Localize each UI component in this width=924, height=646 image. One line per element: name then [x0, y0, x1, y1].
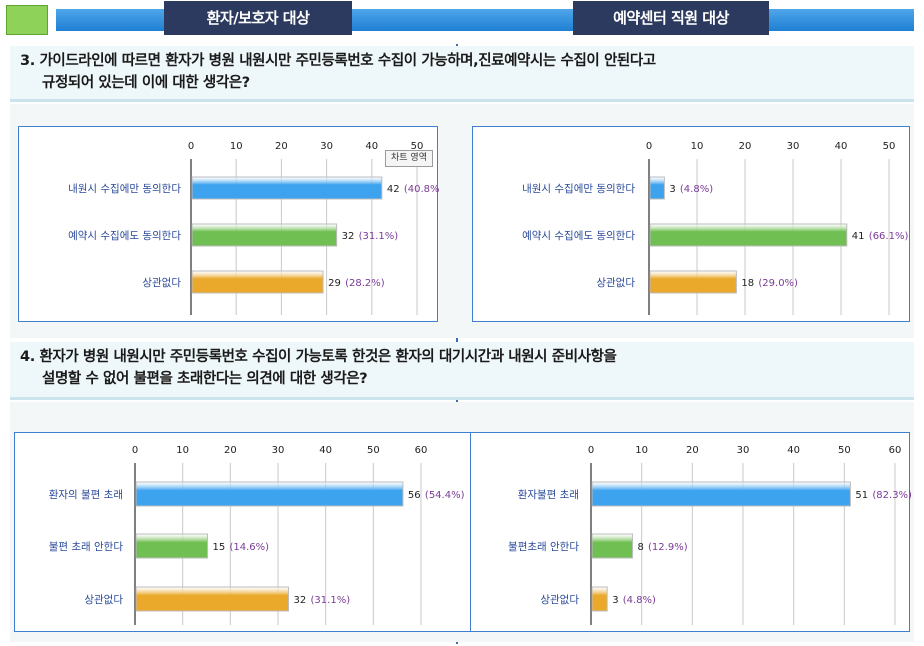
bar-green — [591, 533, 634, 559]
chart-panel-q4-staff: 0 10 20 30 40 50 60 환자불편 초래 51 (82.3%) 불편초래 안한다 8 (1… — [470, 432, 911, 632]
x-tick-label: 60 — [889, 445, 902, 456]
chart-area-tooltip: 차트 영역 — [385, 150, 433, 167]
value-label: 18 — [741, 278, 754, 289]
category-label: 환자불편 초래 — [518, 488, 579, 501]
percent-label: (31.1%) — [359, 231, 399, 242]
percent-label: (28.2%) — [345, 278, 385, 289]
percent-label: (29.0%) — [758, 278, 798, 289]
chart-q4-patients: 0 10 20 30 40 50 60 환자의 불편 초래 56 (54.4%) 불편 초래 안한다… — [49, 445, 465, 625]
percent-label: (4.8%) — [680, 184, 713, 195]
patient-guardian-header: 환자/보호자 대상 — [164, 1, 352, 35]
x-tick-label: 40 — [835, 141, 848, 152]
x-tick-label: 60 — [415, 445, 428, 456]
percent-label: (31.1%) — [311, 595, 351, 606]
x-tick-label: 10 — [230, 141, 243, 152]
question-4-line2: 설명할 수 없어 불편을 초래한다는 의견에 대한 생각은? — [42, 371, 368, 387]
x-tick-label: 50 — [411, 141, 424, 152]
question-4-line1: 4. 환자가 병원 내원시만 주민등록번호 수집이 가능토록 한것은 환자의 대… — [20, 349, 617, 365]
question-3-banner: 3. 가이드라인에 따르면 환자가 병원 내원시만 주민등록번호 수집이 가능하… — [10, 46, 914, 102]
bar-green — [649, 223, 848, 247]
percent-label: (82.3%) — [872, 490, 911, 501]
value-label: 3 — [612, 595, 618, 606]
percent-label: (54.4%) — [425, 490, 465, 501]
category-label: 예약시 수집에도 동의한다 — [522, 229, 635, 242]
x-tick-label: 0 — [646, 141, 652, 152]
question-3-line2: 규정되어 있는데 이에 대한 생각은? — [42, 75, 250, 91]
x-tick-label: 10 — [635, 445, 648, 456]
category-label: 상관없다 — [596, 276, 635, 289]
value-label: 41 — [852, 231, 865, 242]
category-label: 상관없다 — [142, 276, 181, 289]
category-label: 내원시 수집에만 동의한다 — [522, 183, 635, 195]
x-tick-label: 40 — [787, 445, 800, 456]
value-label: 29 — [328, 278, 341, 289]
category-label: 불편초래 안한다 — [508, 540, 579, 553]
bar-blue — [135, 481, 404, 507]
bar-orange — [191, 270, 324, 294]
green-tab-marker — [6, 5, 48, 35]
percent-label: (4.8%) — [623, 595, 656, 606]
x-tick-label: 20 — [224, 445, 237, 456]
percent-label: (66.1%) — [869, 231, 909, 242]
category-label: 불편 초래 안한다 — [49, 540, 124, 553]
x-tick-label: 0 — [188, 141, 194, 152]
value-label: 32 — [294, 595, 307, 606]
category-label: 환자의 불편 초래 — [49, 488, 123, 501]
value-label: 32 — [342, 231, 355, 242]
bar-blue — [191, 176, 383, 200]
value-label: 56 — [408, 490, 421, 501]
x-tick-label: 10 — [176, 445, 189, 456]
x-tick-label: 30 — [737, 445, 750, 456]
percent-label: (12.9%) — [648, 542, 688, 553]
chart-panel-q3-staff: 0 10 20 30 40 50 내원시 수집에만 동의한다 3 (4.8%) 예약시 수집에도 … — [472, 126, 910, 322]
percent-label: (14.6%) — [230, 542, 270, 553]
x-tick-label: 10 — [691, 141, 704, 152]
bar-green — [191, 223, 338, 247]
bar-blue — [649, 176, 665, 200]
bar-orange — [649, 270, 737, 294]
x-tick-label: 40 — [365, 141, 378, 152]
value-label: 3 — [669, 184, 675, 195]
chart-q4-staff: 0 10 20 30 40 50 60 환자불편 초래 51 (82.3%) 불편초래 안한다 8 (1… — [508, 445, 911, 625]
x-tick-label: 20 — [686, 445, 699, 456]
bar-orange — [135, 586, 290, 612]
x-tick-label: 0 — [132, 445, 138, 456]
category-label: 내원시 수집에만 동의한다 — [68, 183, 181, 195]
x-tick-label: 50 — [367, 445, 380, 456]
bar-orange — [591, 586, 608, 612]
x-tick-label: 50 — [883, 141, 896, 152]
bar-blue — [591, 481, 851, 507]
chart-panel-q3-patients: 0 10 20 30 40 50 내원시 수집에만 동의한다 42 (40.8%) 예약시 수집에… — [18, 126, 439, 322]
chart-panel-q4-patients: 0 10 20 30 40 50 60 환자의 불편 초래 56 (54.4%) 불편 초래 안한다… — [14, 432, 476, 632]
question-4-banner: 4. 환자가 병원 내원시만 주민등록번호 수집이 가능토록 한것은 환자의 대… — [10, 342, 914, 400]
x-tick-label: 40 — [319, 445, 332, 456]
category-label: 예약시 수집에도 동의한다 — [68, 229, 181, 242]
x-tick-label: 30 — [787, 141, 800, 152]
category-label: 상관없다 — [84, 593, 123, 606]
x-tick-label: 30 — [320, 141, 333, 152]
reservation-staff-header: 예약센터 직원 대상 — [573, 1, 769, 35]
x-tick-label: 20 — [275, 141, 288, 152]
bar-green — [135, 533, 208, 559]
value-label: 51 — [855, 490, 868, 501]
chart-q3-staff: 0 10 20 30 40 50 내원시 수집에만 동의한다 3 (4.8%) 예약시 수집에도 … — [522, 141, 909, 315]
x-tick-label: 50 — [838, 445, 851, 456]
percent-label: (40.8%) — [404, 184, 439, 195]
chart-q3-patients: 0 10 20 30 40 50 내원시 수집에만 동의한다 42 (40.8%) 예약시 수집에… — [68, 141, 439, 315]
x-tick-label: 0 — [588, 445, 594, 456]
question-3-line1: 3. 가이드라인에 따르면 환자가 병원 내원시만 주민등록번호 수집이 가능하… — [20, 53, 656, 69]
top-header: 환자/보호자 대상 예약센터 직원 대상 — [0, 0, 924, 44]
x-tick-label: 30 — [272, 445, 285, 456]
value-label: 15 — [213, 542, 226, 553]
category-label: 상관없다 — [540, 593, 579, 606]
value-label: 8 — [638, 542, 644, 553]
x-tick-label: 20 — [739, 141, 752, 152]
value-label: 42 — [387, 184, 400, 195]
